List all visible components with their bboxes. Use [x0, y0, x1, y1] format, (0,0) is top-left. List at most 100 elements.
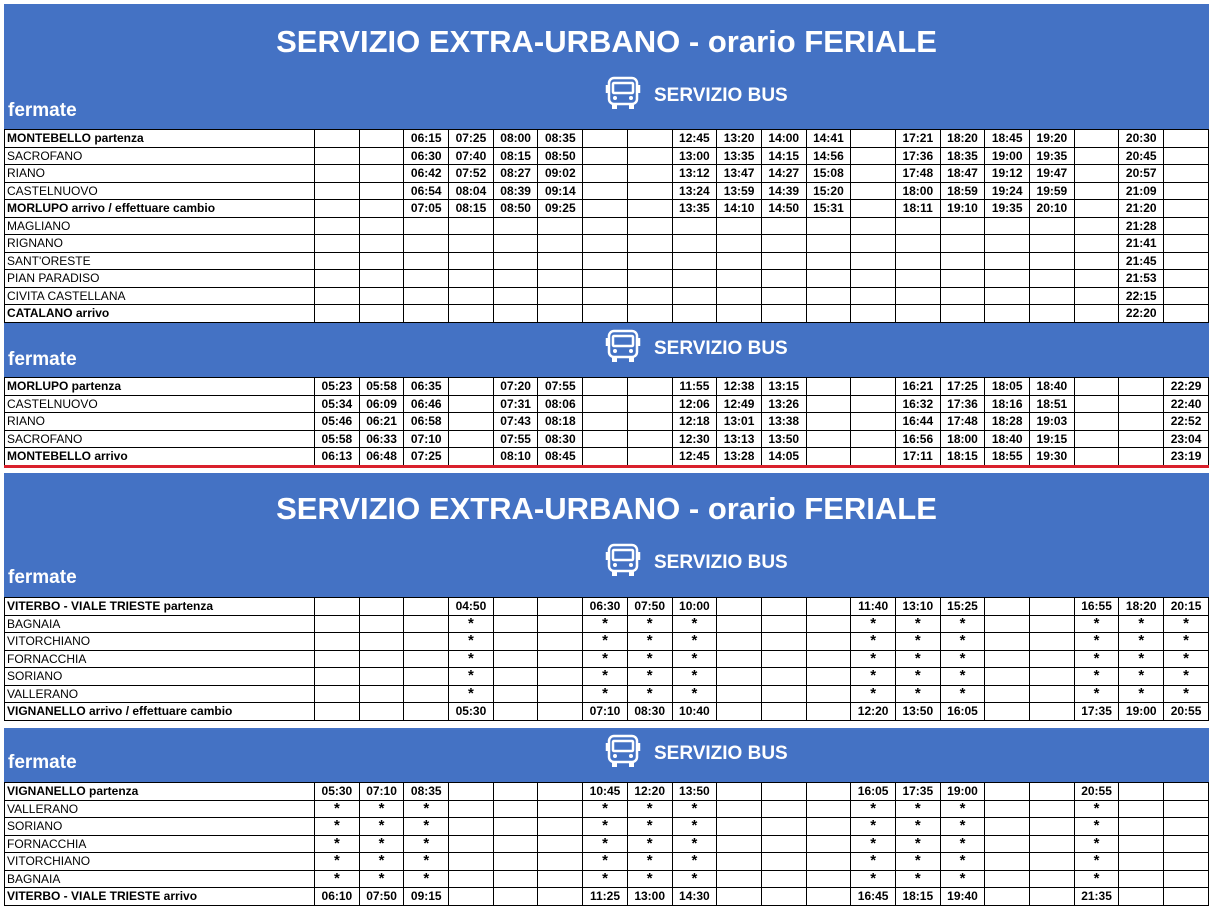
- stop-name: BAGNAIA: [3, 614, 316, 633]
- time-cell: [448, 269, 494, 288]
- time-cell: 05:58: [314, 429, 360, 448]
- time-cell: 13:26: [760, 394, 807, 413]
- time-cell: [403, 269, 450, 288]
- time-cell: 16:05: [850, 782, 896, 801]
- time-cell: [716, 887, 762, 906]
- time-cell: [358, 597, 405, 616]
- time-cell: [805, 614, 852, 633]
- time-cell: 17:21: [894, 129, 941, 148]
- time-cell: [448, 412, 494, 431]
- table-row: VITERBO - VIALE TRIESTE partenza 04:50 06:…: [3, 597, 1209, 616]
- time-cell: 16:32: [894, 394, 941, 413]
- pass-marker: *: [582, 817, 628, 836]
- time-cell: 20:10: [1029, 199, 1075, 218]
- stop-name: CATALANO arrivo: [3, 304, 316, 323]
- time-cell: 16:05: [939, 702, 986, 721]
- time-cell: [984, 286, 1031, 305]
- time-cell: [760, 286, 807, 305]
- time-cell: 23:19: [1163, 447, 1209, 466]
- time-cell: [537, 632, 584, 651]
- time-cell: [805, 684, 852, 703]
- pass-marker: *: [939, 852, 986, 871]
- time-cell: [448, 852, 494, 871]
- section-divider: [4, 465, 1209, 468]
- table-row: RIGNANO 21:41: [3, 234, 1209, 253]
- fermate-label-4: fermate: [8, 752, 77, 773]
- time-cell: [716, 286, 762, 305]
- pass-marker: *: [403, 852, 450, 871]
- pass-marker: *: [850, 834, 896, 853]
- time-cell: [1029, 852, 1075, 871]
- time-cell: 13:35: [671, 199, 718, 218]
- time-cell: [403, 286, 450, 305]
- time-cell: 14:41: [805, 129, 852, 148]
- time-cell: [850, 251, 896, 270]
- time-cell: 12:45: [671, 129, 718, 148]
- time-cell: [314, 649, 360, 668]
- time-cell: [716, 269, 762, 288]
- pass-marker: *: [448, 649, 494, 668]
- time-cell: [805, 869, 852, 888]
- time-cell: [939, 234, 986, 253]
- time-cell: 13:15: [760, 377, 807, 396]
- time-cell: [984, 667, 1031, 686]
- time-cell: [537, 649, 584, 668]
- time-cell: [1163, 887, 1209, 906]
- pass-marker: *: [939, 834, 986, 853]
- time-cell: 06:46: [403, 394, 450, 413]
- time-cell: 18:00: [939, 429, 986, 448]
- pass-marker: *: [626, 667, 673, 686]
- time-cell: 07:10: [582, 702, 628, 721]
- time-cell: [1029, 304, 1075, 323]
- time-cell: [1163, 234, 1209, 253]
- table-row: SORIANO * * * * * * * * * *: [3, 817, 1209, 836]
- time-cell: 14:39: [760, 181, 807, 200]
- time-cell: [582, 286, 628, 305]
- table-row: MAGLIANO 21:28: [3, 216, 1209, 235]
- pass-marker: *: [582, 869, 628, 888]
- time-cell: [671, 234, 718, 253]
- pass-marker: *: [1118, 667, 1165, 686]
- time-cell: [492, 304, 539, 323]
- pass-marker: *: [582, 632, 628, 651]
- time-cell: [314, 269, 360, 288]
- table-row: SACROFANO 06:30 07:40 08:15 08:50 13:00 13:35 1…: [3, 146, 1209, 165]
- time-cell: [1163, 869, 1209, 888]
- time-cell: [403, 304, 450, 323]
- time-cell: 18:55: [984, 447, 1031, 466]
- table-row: SANT'ORESTE 21:45: [3, 251, 1209, 270]
- stop-name: FORNACCHIA: [3, 649, 316, 668]
- time-cell: [626, 129, 673, 148]
- time-cell: 08:39: [492, 181, 539, 200]
- time-cell: [537, 852, 584, 871]
- pass-marker: *: [403, 799, 450, 818]
- time-cell: 20:57: [1118, 164, 1165, 183]
- pass-marker: *: [1163, 632, 1209, 651]
- time-cell: [448, 834, 494, 853]
- time-cell: [1073, 304, 1120, 323]
- pass-marker: *: [939, 799, 986, 818]
- time-cell: 14:00: [760, 129, 807, 148]
- time-cell: 13:50: [894, 702, 941, 721]
- time-cell: [1073, 234, 1120, 253]
- time-cell: [1029, 684, 1075, 703]
- time-cell: 09:14: [537, 181, 584, 200]
- time-cell: 07:55: [537, 377, 584, 396]
- time-cell: [492, 887, 539, 906]
- time-cell: 13:50: [671, 782, 718, 801]
- pass-marker: *: [939, 869, 986, 888]
- pass-marker: *: [582, 834, 628, 853]
- pass-marker: *: [582, 614, 628, 633]
- time-cell: 19:47: [1029, 164, 1075, 183]
- pass-marker: *: [894, 869, 941, 888]
- time-cell: [314, 286, 360, 305]
- time-cell: [1073, 429, 1120, 448]
- service-label-3: SERVIZIO BUS: [604, 543, 788, 581]
- pass-marker: *: [939, 817, 986, 836]
- time-cell: [1163, 146, 1209, 165]
- time-cell: [1073, 164, 1120, 183]
- time-cell: [760, 304, 807, 323]
- timetable-2: MORLUPO partenza 05:23 05:58 06:35 07:20 07:5…: [3, 377, 1209, 466]
- time-cell: [984, 649, 1031, 668]
- pass-marker: *: [448, 684, 494, 703]
